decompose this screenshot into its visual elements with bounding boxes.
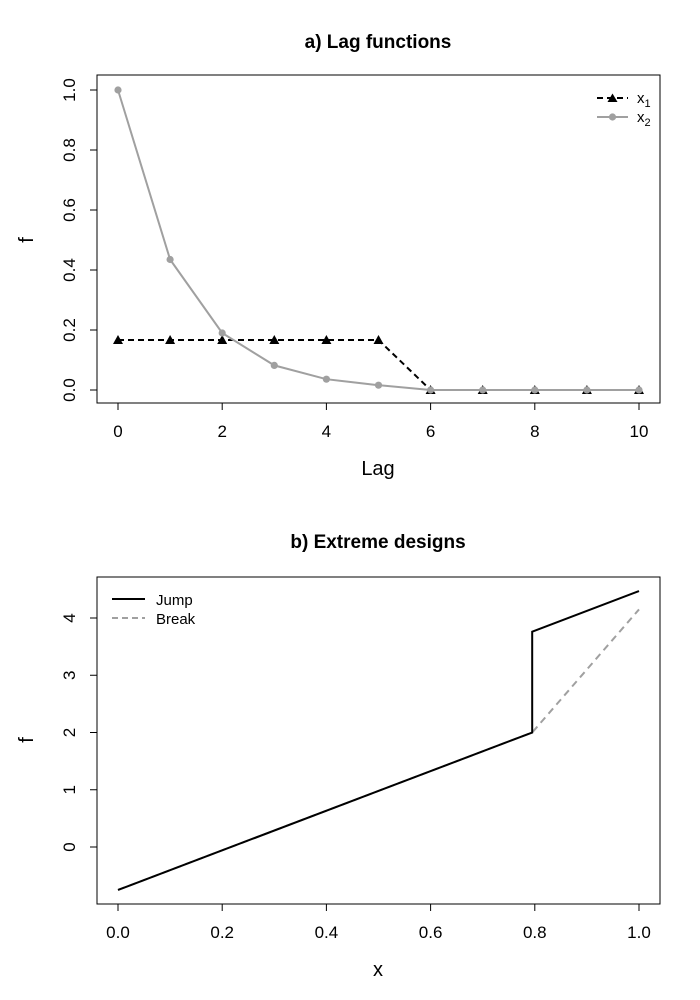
series-group <box>113 86 644 394</box>
x-tick-label: 1.0 <box>627 923 651 942</box>
data-point-x1 <box>113 334 123 344</box>
y-tick-label: 0 <box>60 842 79 851</box>
y-tick-label: 0.8 <box>60 138 79 162</box>
y-axis: 0 1 2 3 4 <box>60 613 98 852</box>
x-tick-label: 0.8 <box>523 923 547 942</box>
series-line-break <box>117 608 640 891</box>
data-point-x1 <box>321 334 332 344</box>
series-line-x2 <box>117 89 639 391</box>
x-tick-label: 8 <box>530 422 539 441</box>
x-axis: 0 2 4 6 8 10 <box>113 402 649 441</box>
x-axis-label: Lag <box>361 458 394 480</box>
panel-lag-functions: a) Lag functions 0 2 4 6 8 10 0.0 0.2 0.4 0.6 0.8… <box>16 32 661 480</box>
data-point-x1 <box>165 334 176 344</box>
y-tick-label: 1 <box>60 785 79 794</box>
panel-extreme-designs: b) Extreme designs 0.0 0.2 0.4 0.6 0.8 1.0 0 1… <box>16 532 661 981</box>
x-axis-label: x <box>373 959 383 981</box>
legend: Jump Break <box>112 592 196 628</box>
x-tick-label: 6 <box>426 422 435 441</box>
legend-label-x1: x1 <box>637 90 651 110</box>
x-tick-label: 0 <box>113 422 122 441</box>
x-tick-label: 0.2 <box>210 923 234 942</box>
series-group <box>117 590 640 891</box>
x-tick-label: 10 <box>630 422 649 441</box>
y-axis-label: f <box>16 237 38 243</box>
x-tick-label: 0.4 <box>315 923 339 942</box>
y-tick-label: 1.0 <box>60 78 79 102</box>
data-point-x2 <box>114 86 122 94</box>
plot-frame <box>96 74 661 404</box>
y-tick-label: 0.2 <box>60 318 79 342</box>
data-point-x2 <box>479 386 487 394</box>
legend: x1 x2 <box>597 90 651 129</box>
legend-label-jump: Jump <box>156 592 193 609</box>
chart-title: a) Lag functions <box>305 32 452 53</box>
data-point-x2 <box>270 361 278 369</box>
legend-label-break: Break <box>156 611 196 628</box>
x-tick-label: 0.0 <box>106 923 130 942</box>
data-point-x1 <box>269 334 280 344</box>
x-tick-label: 4 <box>322 422 331 441</box>
y-tick-label: 0.0 <box>60 378 79 402</box>
series-line-jump <box>117 590 640 891</box>
data-point-x1 <box>217 334 228 344</box>
data-point-x2 <box>374 381 383 389</box>
y-tick-label: 4 <box>60 613 79 622</box>
legend-marker-circle <box>608 113 617 121</box>
x-axis: 0.0 0.2 0.4 0.6 0.8 1.0 <box>106 903 651 942</box>
data-point-x2 <box>531 386 539 394</box>
x-tick-label: 2 <box>217 422 226 441</box>
chart-title: b) Extreme designs <box>290 532 465 553</box>
y-tick-label: 0.4 <box>60 258 79 282</box>
data-point-x2 <box>166 255 174 264</box>
data-point-x2 <box>583 386 591 394</box>
legend-marker-triangle <box>607 93 618 102</box>
x-tick-label: 0.6 <box>419 923 443 942</box>
legend-label-x2: x2 <box>637 109 651 129</box>
y-tick-label: 0.6 <box>60 198 79 222</box>
data-point-x2 <box>322 375 330 383</box>
data-point-x1 <box>373 334 384 344</box>
y-tick-label: 3 <box>60 671 79 680</box>
data-point-x2 <box>427 386 435 394</box>
data-point-x2 <box>635 386 643 394</box>
y-axis: 0.0 0.2 0.4 0.6 0.8 1.0 <box>60 78 98 402</box>
y-axis-label: f <box>16 737 38 743</box>
y-tick-label: 2 <box>60 728 79 737</box>
data-point-x2 <box>218 329 226 337</box>
